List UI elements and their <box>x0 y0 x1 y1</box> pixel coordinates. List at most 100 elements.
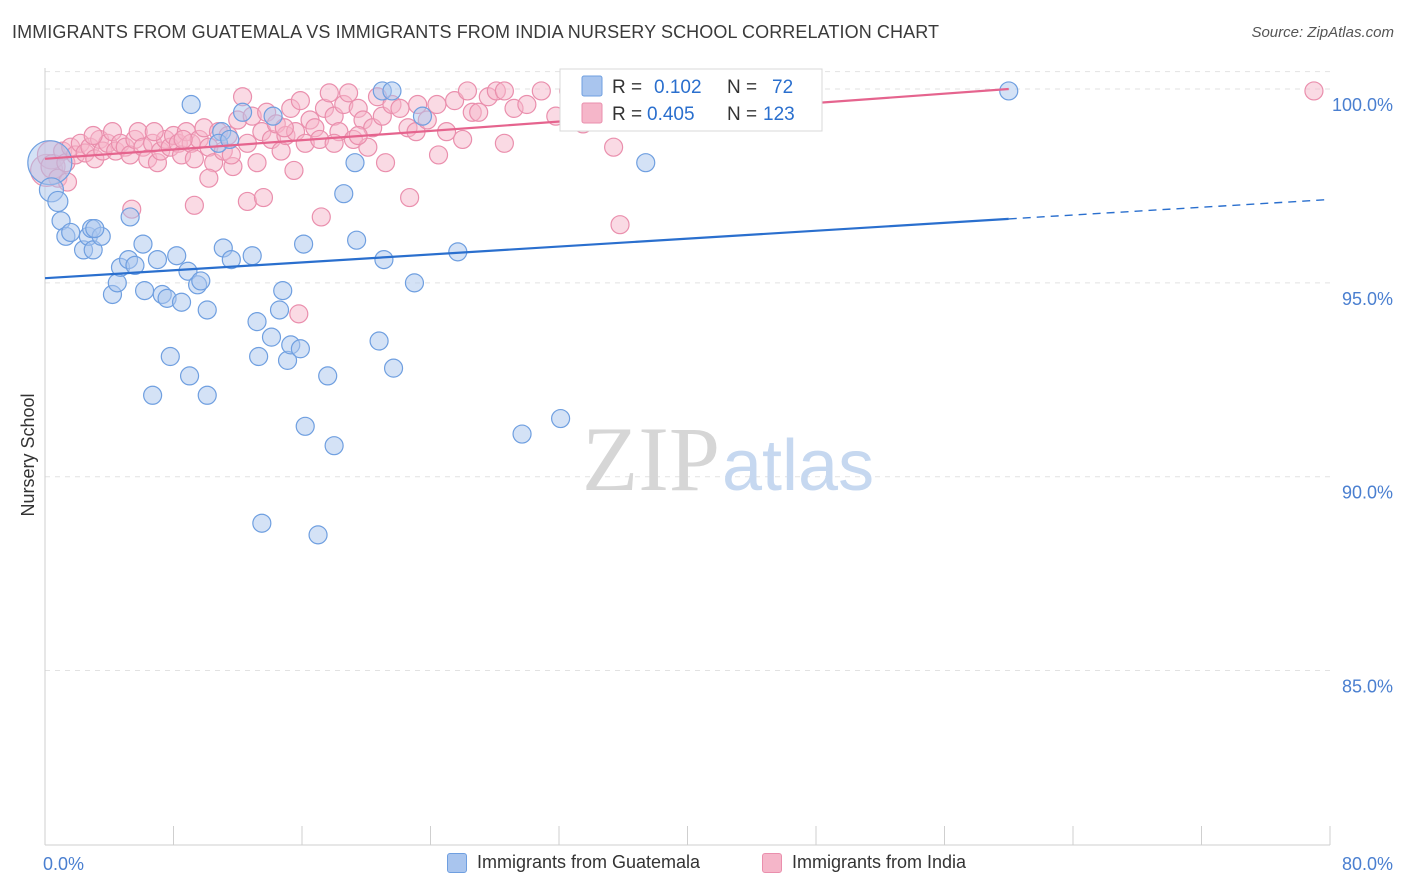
point-india <box>427 94 447 115</box>
point-india <box>436 122 457 142</box>
point-guatemala <box>47 190 69 213</box>
point-guatemala <box>85 218 105 239</box>
point-guatemala <box>249 346 269 367</box>
point-guatemala <box>404 273 425 293</box>
point-guatemala <box>220 129 240 150</box>
point-india <box>1304 81 1324 101</box>
point-india <box>184 195 204 215</box>
point-guatemala <box>247 312 267 332</box>
legend-swatch-india-bottom <box>762 852 782 873</box>
point-guatemala <box>242 246 262 266</box>
y-axis-label: Nursery School <box>18 393 38 516</box>
legend-n-label-2: N = <box>727 104 757 125</box>
y-tick-label: 85.0% <box>1342 677 1393 697</box>
axes: 85.0% 90.0% 95.0% 100.0% 0.0% 80.0% <box>43 68 1393 874</box>
point-guatemala <box>61 222 81 243</box>
point-guatemala <box>412 106 433 126</box>
point-guatemala <box>263 106 283 126</box>
trend-line-guatemala-extension <box>1008 198 1331 220</box>
point-india <box>610 215 630 235</box>
legend-swatch-india <box>581 102 603 124</box>
y-tick-label: 95.0% <box>1342 289 1393 309</box>
point-guatemala <box>221 249 241 270</box>
point-india <box>390 98 410 118</box>
point-india <box>469 102 489 122</box>
watermark-zip: ZIP <box>582 408 720 510</box>
legend-n-value-1: 72 <box>772 77 793 98</box>
point-india <box>531 81 551 101</box>
point-guatemala <box>125 255 145 276</box>
point-guatemala <box>147 249 168 270</box>
point-guatemala <box>178 261 198 281</box>
point-guatemala <box>133 234 153 254</box>
point-india <box>444 91 465 111</box>
point-india <box>274 118 294 138</box>
point-guatemala <box>999 81 1019 101</box>
point-india <box>375 153 396 173</box>
point-india <box>400 187 420 208</box>
point-guatemala <box>191 271 211 291</box>
point-guatemala <box>232 102 253 122</box>
point-india <box>494 133 514 153</box>
point-guatemala <box>261 327 282 347</box>
point-guatemala <box>290 339 310 359</box>
point-india <box>173 129 193 150</box>
chart-title: IMMIGRANTS FROM GUATEMALA VS IMMIGRANTS … <box>12 22 940 42</box>
point-guatemala <box>171 292 192 312</box>
point-guatemala <box>120 207 140 227</box>
legend-label-india: Immigrants from India <box>792 852 967 872</box>
point-guatemala <box>551 408 571 429</box>
legend-item-india[interactable]: Immigrants from India <box>762 852 966 873</box>
point-india <box>517 94 537 115</box>
point-guatemala <box>636 153 656 173</box>
legend-swatch-guatemala-bottom <box>447 852 467 873</box>
point-guatemala <box>197 385 217 405</box>
point-india <box>428 145 449 165</box>
point-guatemala <box>382 81 402 101</box>
chart-source: Source: ZipAtlas.com <box>1251 24 1394 41</box>
point-guatemala <box>181 94 201 115</box>
point-india <box>338 83 359 103</box>
point-guatemala <box>252 513 272 533</box>
point-india <box>289 304 309 324</box>
point-guatemala <box>197 300 217 320</box>
bottom-legend: Immigrants from Guatemala Immigrants fro… <box>0 852 1406 878</box>
point-guatemala <box>107 273 127 293</box>
point-guatemala <box>134 281 155 301</box>
point-guatemala <box>167 246 187 266</box>
point-india <box>604 137 624 157</box>
legend-n-label-1: N = <box>727 77 757 98</box>
legend-r-label-2: R = <box>612 104 642 125</box>
legend-n-value-2: 123 <box>763 104 795 125</box>
point-guatemala <box>512 424 532 444</box>
point-india <box>284 160 304 181</box>
point-guatemala <box>294 234 314 254</box>
legend-item-guatemala[interactable]: Immigrants from Guatemala <box>447 852 700 873</box>
point-india <box>453 129 473 150</box>
point-guatemala <box>269 300 290 320</box>
point-guatemala <box>160 346 180 367</box>
data-points <box>27 81 1324 545</box>
point-india <box>199 168 219 188</box>
point-india <box>184 149 204 169</box>
point-guatemala <box>347 230 367 250</box>
point-india <box>494 81 514 101</box>
point-guatemala <box>295 416 315 436</box>
trend-line-india <box>44 87 1009 160</box>
correlation-legend: R = 0.102 N = 72 R = 0.405 N = 123 <box>559 68 823 132</box>
point-guatemala <box>369 331 389 351</box>
point-india <box>237 191 257 212</box>
legend-r-value-1: 0.102 <box>654 77 702 98</box>
point-india <box>253 187 274 208</box>
trend-lines <box>44 87 1331 280</box>
y-tick-label: 90.0% <box>1342 483 1393 503</box>
point-guatemala <box>318 366 338 386</box>
y-tick-label: 100.0% <box>1332 95 1393 115</box>
point-guatemala <box>374 249 394 270</box>
point-guatemala <box>273 281 293 301</box>
x-tick-label-max: 80.0% <box>1342 854 1393 874</box>
point-india <box>290 91 310 111</box>
trend-line-guatemala <box>44 217 1009 280</box>
x-tick-label-min: 0.0% <box>43 854 84 874</box>
